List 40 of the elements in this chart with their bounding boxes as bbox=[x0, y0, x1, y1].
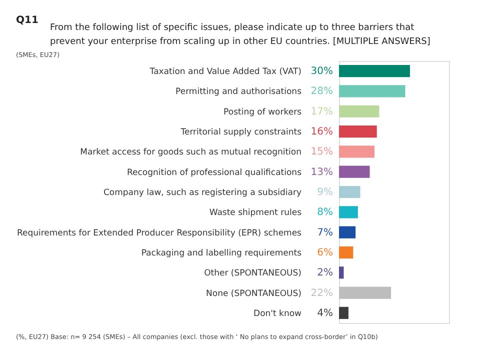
bar bbox=[339, 306, 348, 319]
y-tick-label: Don't know bbox=[254, 308, 302, 319]
bar bbox=[339, 206, 358, 218]
y-tick-label: Posting of workers bbox=[224, 107, 302, 118]
data-label: 28% bbox=[310, 86, 333, 98]
y-tick-label: Requirements for Extended Producer Responsibility (EPR) schemes bbox=[16, 228, 302, 238]
y-tick-label: Market access for goods such as mutual recognition bbox=[80, 148, 302, 158]
data-label: 7% bbox=[317, 227, 333, 238]
data-label: 22% bbox=[310, 288, 333, 299]
data-label: 13% bbox=[310, 166, 333, 178]
y-tick-label: Other (SPONTANEOUS) bbox=[204, 268, 302, 279]
y-tick-label: Waste shipment rules bbox=[209, 208, 302, 218]
data-label: 9% bbox=[317, 187, 333, 198]
y-tick-label: Company law, such as registering a subsidiary bbox=[103, 188, 302, 198]
bar bbox=[339, 65, 410, 78]
bar bbox=[339, 226, 356, 238]
y-tick-label: Taxation and Value Added Tax (VAT) bbox=[148, 67, 302, 78]
bar bbox=[339, 246, 354, 259]
bar bbox=[339, 286, 392, 299]
y-tick-label: Packaging and labelling requirements bbox=[141, 248, 302, 258]
y-tick-label: Permitting and authorisations bbox=[176, 87, 302, 98]
y-tick-label: None (SPONTANEOUS) bbox=[206, 288, 302, 299]
data-label: 4% bbox=[317, 308, 333, 319]
data-label: 8% bbox=[317, 207, 333, 218]
data-label: 6% bbox=[317, 247, 333, 258]
bar bbox=[339, 186, 360, 198]
data-label: 15% bbox=[310, 146, 333, 158]
bar bbox=[339, 85, 406, 98]
bar bbox=[339, 166, 370, 178]
data-label: 16% bbox=[310, 126, 333, 138]
bar bbox=[339, 105, 380, 118]
bar bbox=[339, 125, 377, 138]
text: Q11 From the following list of specific issues, please indicate up to three barriers that prevent your enterprise from scaling up in other EU countries. [MULTIPLE ANSWERS] bbox=[16, 15, 430, 47]
y-tick-label: Recognition of professional qualifications bbox=[126, 168, 302, 178]
data-label: 2% bbox=[317, 268, 333, 279]
data-label: 17% bbox=[310, 106, 333, 118]
bar bbox=[339, 266, 344, 279]
data-label: 30% bbox=[310, 66, 333, 78]
y-tick-label: Territorial supply constraints bbox=[180, 128, 302, 138]
bar bbox=[339, 146, 374, 158]
